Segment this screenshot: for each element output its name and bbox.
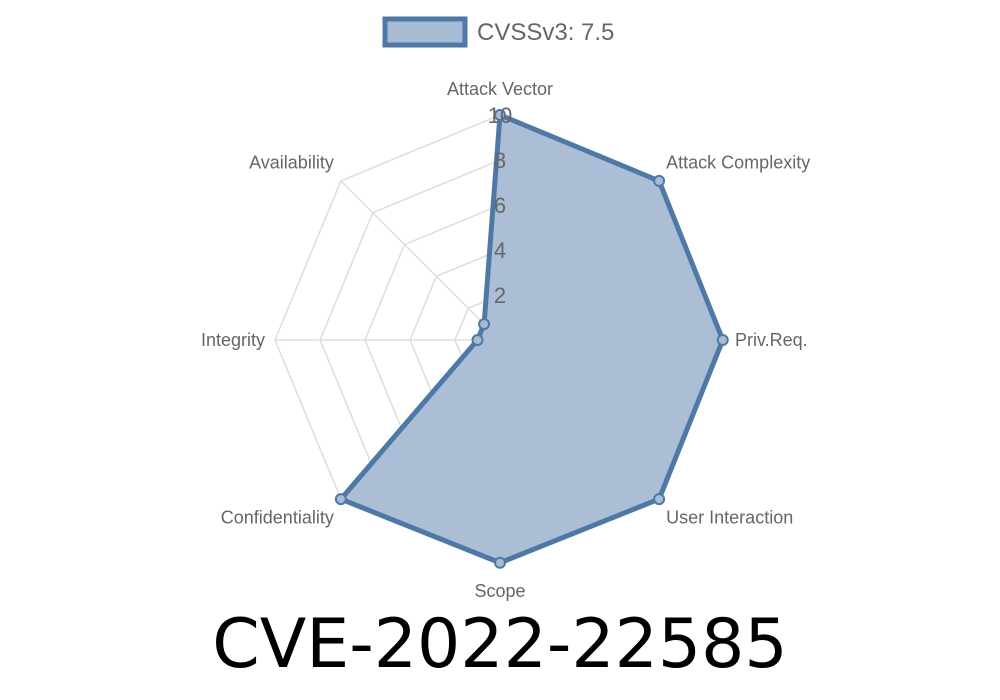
data-point [716, 334, 729, 346]
data-point [471, 334, 484, 346]
data-point [478, 318, 491, 331]
axis-label: Attack Vector [447, 79, 553, 99]
axis-label: Integrity [201, 330, 265, 350]
axis-label: Confidentiality [221, 507, 334, 527]
series-area [340, 115, 723, 563]
axis-label: Priv.Req. [735, 330, 808, 350]
chart-title: CVE-2022-22585 [212, 605, 788, 684]
data-point [653, 174, 666, 187]
tick-label: 2 [494, 283, 506, 308]
data-point [653, 493, 666, 506]
axis-label: Attack Complexity [666, 153, 810, 173]
axis-label: Availability [249, 153, 334, 173]
axis-label: User Interaction [666, 507, 793, 527]
data-point [334, 493, 347, 506]
tick-label: 6 [494, 193, 506, 218]
tick-label: 4 [494, 238, 506, 263]
legend-label: CVSSv3: 7.5 [477, 19, 614, 46]
grid-spoke [340, 180, 501, 341]
data-point [494, 109, 506, 121]
axis-label: Scope [474, 581, 525, 601]
data-point [494, 556, 506, 569]
tick-label: 10 [488, 103, 512, 128]
legend-swatch [382, 16, 468, 48]
tick-label: 8 [494, 148, 506, 173]
